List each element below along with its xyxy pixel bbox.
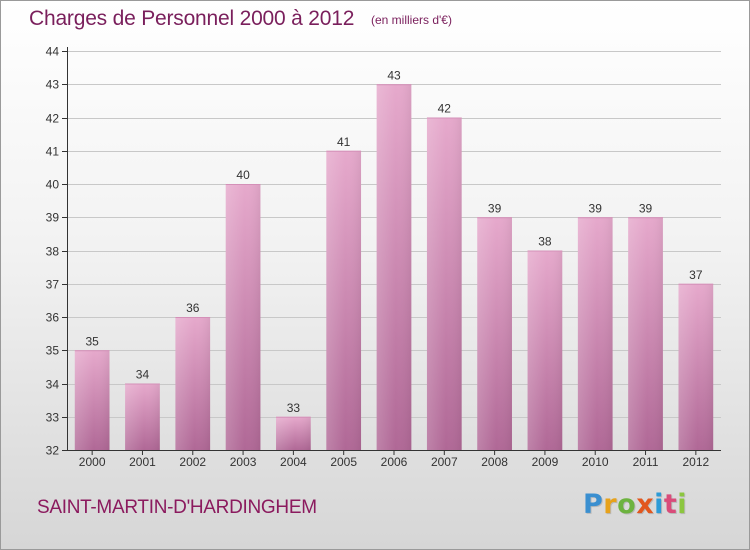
chart-unit-note: (en milliers d'€) xyxy=(371,13,452,27)
x-tick-label: 2001 xyxy=(129,455,156,469)
bar-shine xyxy=(326,150,362,450)
y-tick-label: 32 xyxy=(46,444,60,458)
axes: 32 33 34 35 36 37 38 39 40 41 42 43 44 2000 2001 2002 20… xyxy=(46,45,721,469)
y-tick-label: 37 xyxy=(46,278,60,292)
bar-shine xyxy=(426,117,462,450)
bars xyxy=(74,84,714,450)
data-label: 37 xyxy=(689,268,703,282)
data-labels: 35 34 36 40 33 41 43 42 39 38 39 39 37 xyxy=(85,68,702,415)
bar-shine xyxy=(376,84,412,450)
data-label: 41 xyxy=(337,135,351,149)
data-label: 39 xyxy=(639,201,653,215)
data-label: 36 xyxy=(186,301,200,315)
x-tick-label: 2000 xyxy=(79,455,106,469)
data-label: 40 xyxy=(236,168,250,182)
data-label: 43 xyxy=(387,68,401,82)
bar-shine xyxy=(74,350,110,450)
bar-shine xyxy=(276,416,311,450)
y-tick-label: 43 xyxy=(46,78,60,92)
data-label: 39 xyxy=(589,201,603,215)
x-tick-label: 2005 xyxy=(330,455,357,469)
bar-shine xyxy=(225,184,261,450)
x-tick-label: 2012 xyxy=(682,455,709,469)
y-tick-label: 42 xyxy=(46,112,60,126)
logo-letter: i xyxy=(654,489,664,520)
y-tick-label: 36 xyxy=(46,311,60,325)
bar-shine xyxy=(628,217,663,450)
x-tick-label: 2002 xyxy=(179,455,206,469)
logo-letter: i xyxy=(677,489,688,520)
x-tick-label: 2009 xyxy=(532,455,559,469)
logo-letter: P xyxy=(583,489,604,520)
x-tick-label: 2008 xyxy=(481,455,508,469)
proxiti-logo: Proxiti xyxy=(583,489,687,520)
bar-shine xyxy=(125,383,160,450)
logo-letter: r xyxy=(603,489,618,520)
y-tick-label: 39 xyxy=(46,211,60,225)
bar-shine xyxy=(678,283,714,450)
logo-letter: t xyxy=(663,489,678,520)
data-label: 42 xyxy=(438,102,452,116)
chart-title: Charges de Personnel 2000 à 2012 xyxy=(29,7,355,30)
data-label: 34 xyxy=(136,368,150,382)
data-label: 38 xyxy=(538,235,552,249)
logo-letter: o xyxy=(617,489,637,520)
bar-shine xyxy=(527,250,563,450)
x-tick-label: 2007 xyxy=(431,455,458,469)
y-tick-label: 44 xyxy=(46,45,60,59)
y-tick-label: 38 xyxy=(46,245,60,259)
x-tick-label: 2004 xyxy=(280,455,307,469)
data-label: 33 xyxy=(287,401,301,415)
y-tick-label: 35 xyxy=(46,344,60,358)
x-tick-label: 2006 xyxy=(381,455,408,469)
y-tick-label: 34 xyxy=(46,378,60,392)
y-tick-label: 40 xyxy=(46,178,60,192)
bar-shine xyxy=(477,217,512,450)
commune-name: SAINT-MARTIN-D'HARDINGHEM xyxy=(37,497,317,518)
bar-shine xyxy=(175,317,211,450)
y-tick-label: 33 xyxy=(46,411,60,425)
data-label: 35 xyxy=(85,334,99,348)
x-tick-label: 2011 xyxy=(633,455,659,469)
y-tick-label: 41 xyxy=(46,145,60,159)
logo-letter: x xyxy=(636,489,655,520)
x-tick-label: 2003 xyxy=(230,455,257,469)
x-tick-label: 2010 xyxy=(582,455,609,469)
bar-shine xyxy=(577,217,613,450)
data-label: 39 xyxy=(488,201,502,215)
